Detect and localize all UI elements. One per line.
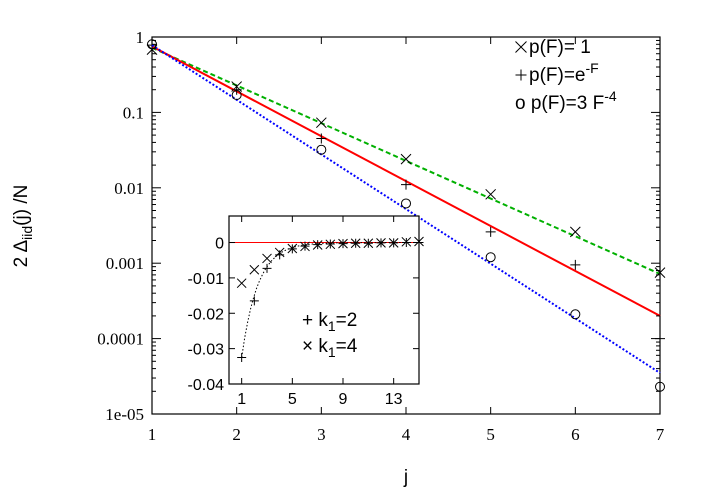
inset-data-point bbox=[236, 278, 247, 289]
y-axis-label: 2 Δiid(j) /N bbox=[11, 185, 35, 268]
data-point bbox=[570, 309, 581, 320]
inset-y-tick-label: -0.02 bbox=[188, 306, 225, 323]
data-point bbox=[570, 259, 581, 270]
inset-ticks: 1 5 9 13 0 -0.01 -0.02 -0.03 -0.04 bbox=[188, 216, 419, 408]
x-axis-label: j bbox=[403, 467, 408, 488]
inset-x-tick-label: 13 bbox=[385, 391, 403, 408]
inset-y-tick-label: -0.04 bbox=[188, 377, 225, 394]
y-tick-label: 1 bbox=[136, 28, 145, 47]
inset-y-tick-label: -0.03 bbox=[188, 342, 225, 359]
inset-y-tick-label: 0 bbox=[215, 236, 224, 253]
inset-data-point bbox=[274, 247, 285, 258]
x-tick-label: 2 bbox=[232, 425, 241, 444]
data-point bbox=[231, 84, 242, 95]
data-point bbox=[569, 226, 581, 238]
inset-data-point bbox=[363, 238, 374, 249]
main-ticks: 1 2 3 4 5 6 7 1 0.1 0.01 0.001 0.0001 1e-05 bbox=[97, 28, 665, 444]
x-tick-label: 3 bbox=[317, 425, 326, 444]
inset-data-point bbox=[262, 263, 272, 273]
y-tick-label: 0.001 bbox=[106, 254, 144, 273]
inset-data-point bbox=[287, 243, 298, 254]
legend-label: o p(F)=3 F-4 bbox=[515, 88, 617, 114]
y-tick-label: 0.01 bbox=[114, 179, 144, 198]
inset-data-point bbox=[376, 238, 386, 248]
inset-data-point bbox=[325, 239, 336, 250]
inset-data-point bbox=[350, 238, 361, 249]
x-tick-label: 5 bbox=[486, 425, 495, 444]
data-point bbox=[485, 252, 496, 263]
data-point bbox=[401, 198, 411, 209]
inset-frame bbox=[228, 215, 420, 385]
data-point bbox=[654, 267, 666, 278]
x-tick-label: 7 bbox=[656, 425, 665, 444]
main-marks bbox=[146, 39, 666, 392]
y-tick-label: 0.1 bbox=[123, 103, 144, 122]
legend-marker bbox=[515, 69, 527, 81]
y-tick-label: 0.0001 bbox=[97, 330, 144, 349]
legend-label: p(F)= 1 bbox=[529, 37, 591, 58]
inset-legend: + k1=2× k1=4 bbox=[302, 310, 358, 360]
data-point bbox=[231, 90, 242, 101]
inset-data-point bbox=[249, 296, 259, 306]
data-point bbox=[401, 179, 411, 190]
legend-marker bbox=[515, 41, 527, 53]
inset-data-point bbox=[338, 238, 348, 249]
data-point bbox=[316, 133, 327, 144]
x-tick-label: 1 bbox=[148, 425, 157, 444]
data-point bbox=[400, 153, 412, 165]
x-tick-label: 4 bbox=[402, 425, 411, 444]
inset-data-point bbox=[312, 240, 323, 250]
data-point bbox=[485, 226, 496, 237]
y-tick-label: 1e-05 bbox=[105, 405, 144, 424]
inset-data-point bbox=[401, 236, 412, 247]
legend-label: p(F)=e-F bbox=[529, 60, 599, 86]
data-point bbox=[485, 188, 497, 200]
inset-legend-label: × k1=4 bbox=[302, 336, 358, 360]
data-point bbox=[316, 144, 327, 155]
inset-data-point bbox=[414, 236, 424, 247]
inset-data-point bbox=[262, 253, 272, 264]
inset-data-point bbox=[237, 352, 247, 362]
inset-x-tick-label: 1 bbox=[237, 391, 246, 408]
inset-data-point bbox=[249, 264, 260, 275]
legend: p(F)= 1p(F)=e-Fo p(F)=3 F-4 bbox=[515, 37, 617, 114]
inset-data-point bbox=[388, 238, 399, 248]
data-point bbox=[315, 117, 327, 129]
inset-x-tick-label: 9 bbox=[339, 391, 348, 408]
x-tick-label: 6 bbox=[571, 425, 580, 444]
inset-data-point bbox=[300, 241, 310, 252]
inset-legend-label: + k1=2 bbox=[302, 310, 357, 334]
inset-y-tick-label: -0.01 bbox=[188, 271, 225, 288]
inset-x-tick-label: 5 bbox=[288, 391, 297, 408]
inset-marks bbox=[229, 236, 424, 362]
